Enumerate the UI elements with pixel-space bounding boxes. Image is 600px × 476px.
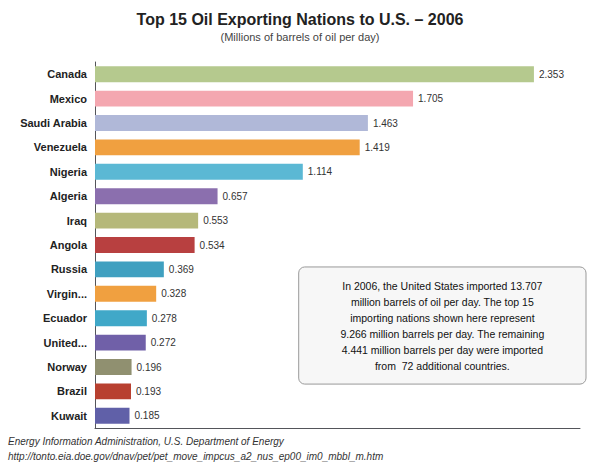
svg-text:Algeria: Algeria <box>50 190 88 202</box>
svg-text:9.266 million barrels per day.: 9.266 million barrels per day. The remai… <box>340 328 544 340</box>
svg-text:In 2006, the United States imp: In 2006, the United States imported 13.7… <box>342 280 542 292</box>
svg-text:Virgin...: Virgin... <box>47 288 87 300</box>
svg-text:Brazil: Brazil <box>57 385 87 397</box>
svg-text:from 72 additional countries.: from 72 additional countries. <box>375 360 510 372</box>
svg-text:Norway: Norway <box>47 361 88 373</box>
svg-text:0.657: 0.657 <box>223 191 248 202</box>
svg-text:Canada: Canada <box>47 68 88 80</box>
svg-text:1.463: 1.463 <box>373 118 398 129</box>
svg-text:2.353: 2.353 <box>539 69 564 80</box>
svg-text:1.705: 1.705 <box>418 93 443 104</box>
svg-text:importing nations shown here r: importing nations shown here represent <box>350 312 535 324</box>
svg-text:1.419: 1.419 <box>365 142 390 153</box>
svg-text:Saudi Arabia: Saudi Arabia <box>20 117 88 129</box>
svg-text:Ecuador: Ecuador <box>43 312 88 324</box>
svg-text:http://tonto.eia.doe.gov/dnav/: http://tonto.eia.doe.gov/dnav/pet/pet_mo… <box>8 451 383 462</box>
svg-text:Energy Information Administrat: Energy Information Administration, U.S. … <box>8 436 285 447</box>
svg-text:0.534: 0.534 <box>200 240 225 251</box>
svg-text:Russia: Russia <box>51 263 88 275</box>
svg-text:Kuwait: Kuwait <box>51 410 87 422</box>
svg-text:1.114: 1.114 <box>308 166 333 177</box>
svg-text:0.278: 0.278 <box>152 313 177 324</box>
svg-text:0.272: 0.272 <box>151 337 176 348</box>
svg-text:0.328: 0.328 <box>161 288 186 299</box>
svg-text:million barrels of oil per day: million barrels of oil per day. The top … <box>351 296 534 308</box>
svg-text:0.185: 0.185 <box>135 410 160 421</box>
svg-text:0.553: 0.553 <box>203 215 228 226</box>
svg-text:0.193: 0.193 <box>136 386 161 397</box>
svg-text:(Millions of barrels of oil pe: (Millions of barrels of oil per day) <box>221 31 380 43</box>
svg-text:United...: United... <box>44 337 87 349</box>
svg-text:Venezuela: Venezuela <box>34 141 88 153</box>
svg-text:Top 15 Oil Exporting Nations t: Top 15 Oil Exporting Nations to U.S. – 2… <box>137 11 464 28</box>
svg-text:0.196: 0.196 <box>137 362 162 373</box>
svg-text:0.369: 0.369 <box>169 264 194 275</box>
svg-text:Mexico: Mexico <box>50 93 88 105</box>
svg-text:4.441 million barrels per day: 4.441 million barrels per day were impor… <box>342 344 544 356</box>
svg-text:Nigeria: Nigeria <box>50 166 88 178</box>
svg-text:Angola: Angola <box>50 239 88 251</box>
svg-text:Iraq: Iraq <box>67 215 87 227</box>
